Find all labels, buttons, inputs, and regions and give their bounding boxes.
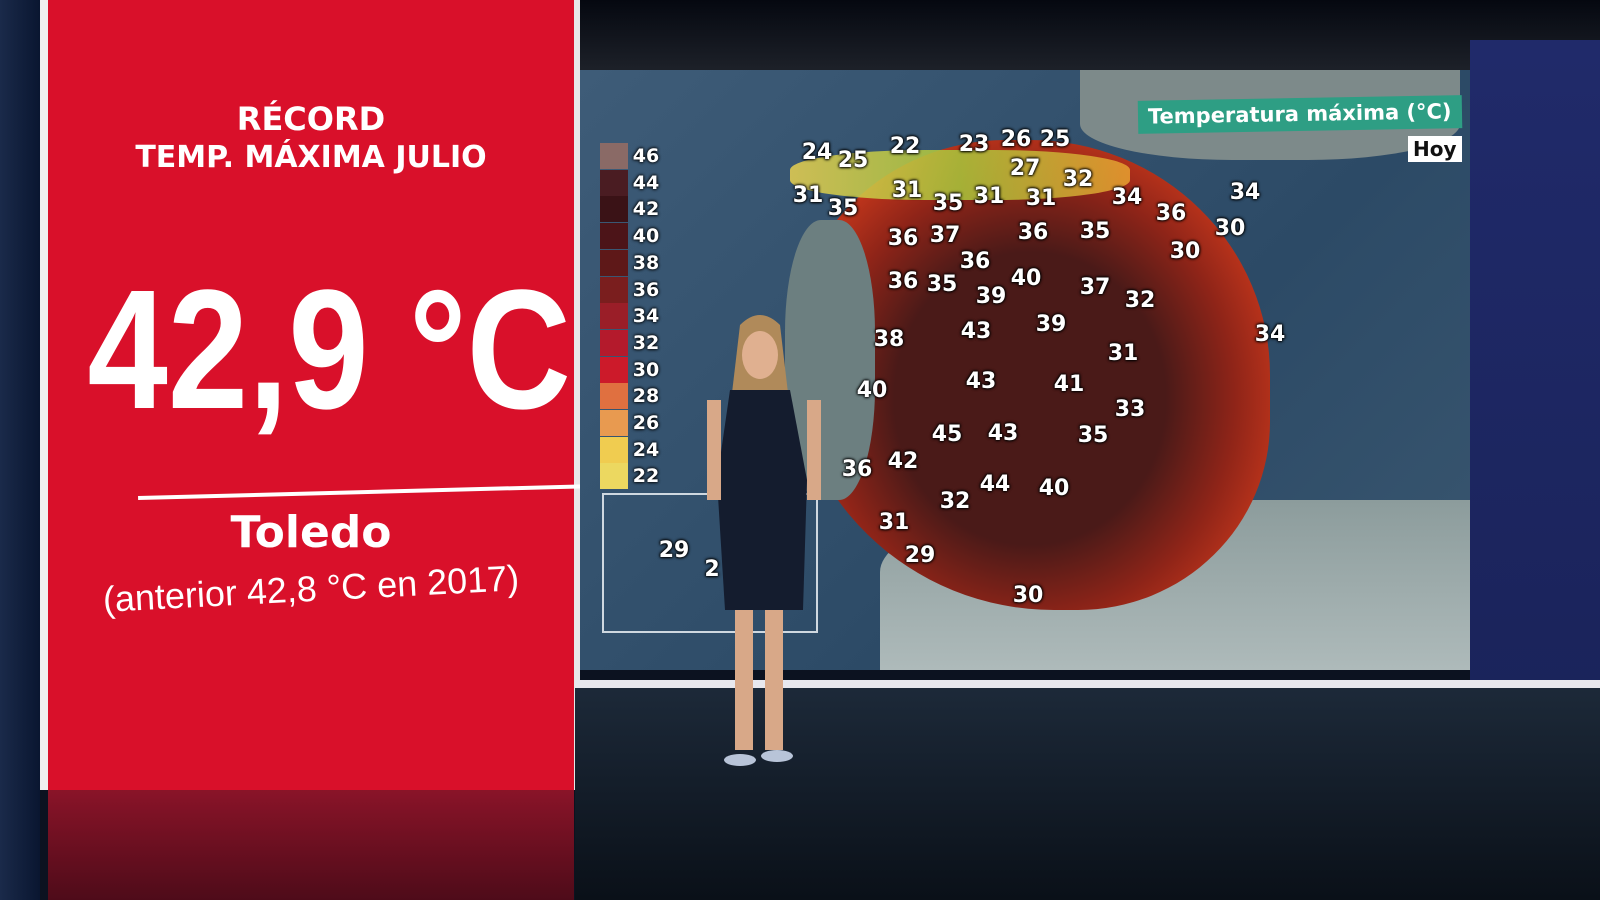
legend-label: 32 [632, 331, 660, 354]
temperature-label: 40 [1038, 476, 1070, 501]
legend-label: 26 [632, 412, 660, 434]
legend-swatch [600, 303, 628, 330]
record-panel: RÉCORD TEMP. MÁXIMA JULIO 42,9 °C Toledo… [40, 0, 598, 790]
north-coast-heatmap [790, 150, 1130, 200]
temperature-label: 30 [1169, 239, 1201, 264]
legend-label: 34 [632, 305, 660, 328]
divider [138, 483, 598, 501]
temperature-label: 2 [704, 557, 720, 582]
temperature-label: 30 [1214, 216, 1246, 241]
temperature-label: 32 [1062, 167, 1094, 192]
temperature-label: 29 [904, 543, 936, 568]
studio-screen-right [1470, 40, 1600, 730]
temperature-label: 36 [1017, 220, 1049, 245]
record-city: Toledo [230, 507, 392, 558]
temperature-label: 35 [1077, 423, 1109, 448]
legend-swatch [600, 223, 628, 250]
studio-ceiling [580, 0, 1600, 80]
temperature-label: 44 [979, 472, 1011, 497]
temperature-label: 31 [1025, 186, 1057, 211]
temperature-label: 33 [1114, 397, 1146, 422]
weather-map [580, 70, 1470, 670]
floor-reflection [48, 790, 574, 900]
map-title: Temperatura máxima (°C) [1137, 95, 1462, 134]
temperature-label: 31 [973, 184, 1005, 209]
presenter [707, 315, 821, 766]
temperature-label: 37 [929, 223, 961, 248]
legend-label: 28 [632, 385, 660, 408]
legend-label: 44 [632, 171, 660, 194]
legend-label: 40 [632, 225, 660, 248]
temperature-label: 23 [958, 132, 990, 157]
temperature-label: 32 [939, 489, 971, 514]
temperature-label: 38 [873, 327, 905, 352]
temperature-label: 36 [887, 269, 919, 294]
legend-swatch [600, 436, 628, 463]
temperature-label: 25 [837, 148, 869, 173]
legend-swatch [600, 329, 628, 356]
legend-swatch [600, 383, 628, 410]
temperature-label: 43 [987, 421, 1019, 446]
temperature-label: 35 [926, 272, 958, 297]
temperature-label: 31 [891, 178, 923, 203]
temperature-label: 39 [975, 284, 1007, 309]
temperature-label: 36 [959, 249, 991, 274]
temperature-label: 35 [1079, 219, 1111, 244]
temperature-label: 35 [827, 196, 859, 221]
temperature-label: 35 [932, 191, 964, 216]
temperature-label: 30 [1012, 583, 1044, 608]
temperature-label: 39 [1035, 312, 1067, 337]
temperature-label: 37 [1079, 275, 1111, 300]
temperature-label: 41 [1053, 372, 1085, 397]
temperature-label: 22 [889, 134, 921, 159]
temperature-label: 34 [1229, 180, 1261, 205]
legend-label: 30 [632, 358, 660, 381]
temperature-label: 26 [1000, 127, 1032, 152]
legend-swatch [600, 356, 628, 383]
record-subtitle: TEMP. MÁXIMA JULIO [135, 140, 487, 175]
legend-swatch [600, 410, 628, 436]
temperature-label: 43 [960, 319, 992, 344]
temperature-label: 27 [1009, 156, 1041, 181]
temperature-label: 36 [887, 226, 919, 251]
temperature-label: 24 [801, 140, 833, 165]
studio-wall-left [0, 0, 40, 900]
legend-swatch [600, 196, 628, 223]
temperature-label: 31 [878, 510, 910, 535]
temperature-label: 34 [1111, 185, 1143, 210]
previous-record: (anterior 42,8 °C en 2017) [101, 557, 521, 620]
temperature-label: 42 [887, 449, 919, 474]
temperature-label: 31 [792, 183, 824, 208]
temperature-label: 36 [1155, 201, 1187, 226]
legend-swatch [600, 276, 628, 303]
record-value: 42,9 °C [87, 255, 571, 445]
map-day-badge: Hoy [1408, 136, 1462, 162]
temperature-label: 45 [931, 422, 963, 447]
legend-swatch [600, 169, 628, 196]
legend-label: 22 [632, 465, 660, 488]
record-title: RÉCORD [236, 100, 386, 138]
legend-label: 46 [632, 145, 660, 167]
legend-swatch [600, 143, 628, 169]
temperature-label: 25 [1039, 127, 1071, 152]
legend-label: 24 [632, 438, 660, 461]
legend-label: 36 [632, 278, 660, 301]
legend-swatch [600, 249, 628, 276]
temperature-label: 31 [1107, 341, 1139, 366]
legend-swatch [600, 463, 628, 490]
legend-label: 38 [632, 251, 660, 274]
temperature-label: 29 [658, 538, 690, 563]
temperature-label: 40 [1010, 266, 1042, 291]
temperature-label: 32 [1124, 288, 1156, 313]
temperature-label: 34 [1254, 322, 1286, 347]
legend-label: 42 [632, 198, 660, 221]
floor-edge-light [575, 680, 1600, 688]
temperature-label: 43 [965, 369, 997, 394]
temperature-label: 40 [856, 378, 888, 403]
temperature-label: 36 [841, 457, 873, 482]
